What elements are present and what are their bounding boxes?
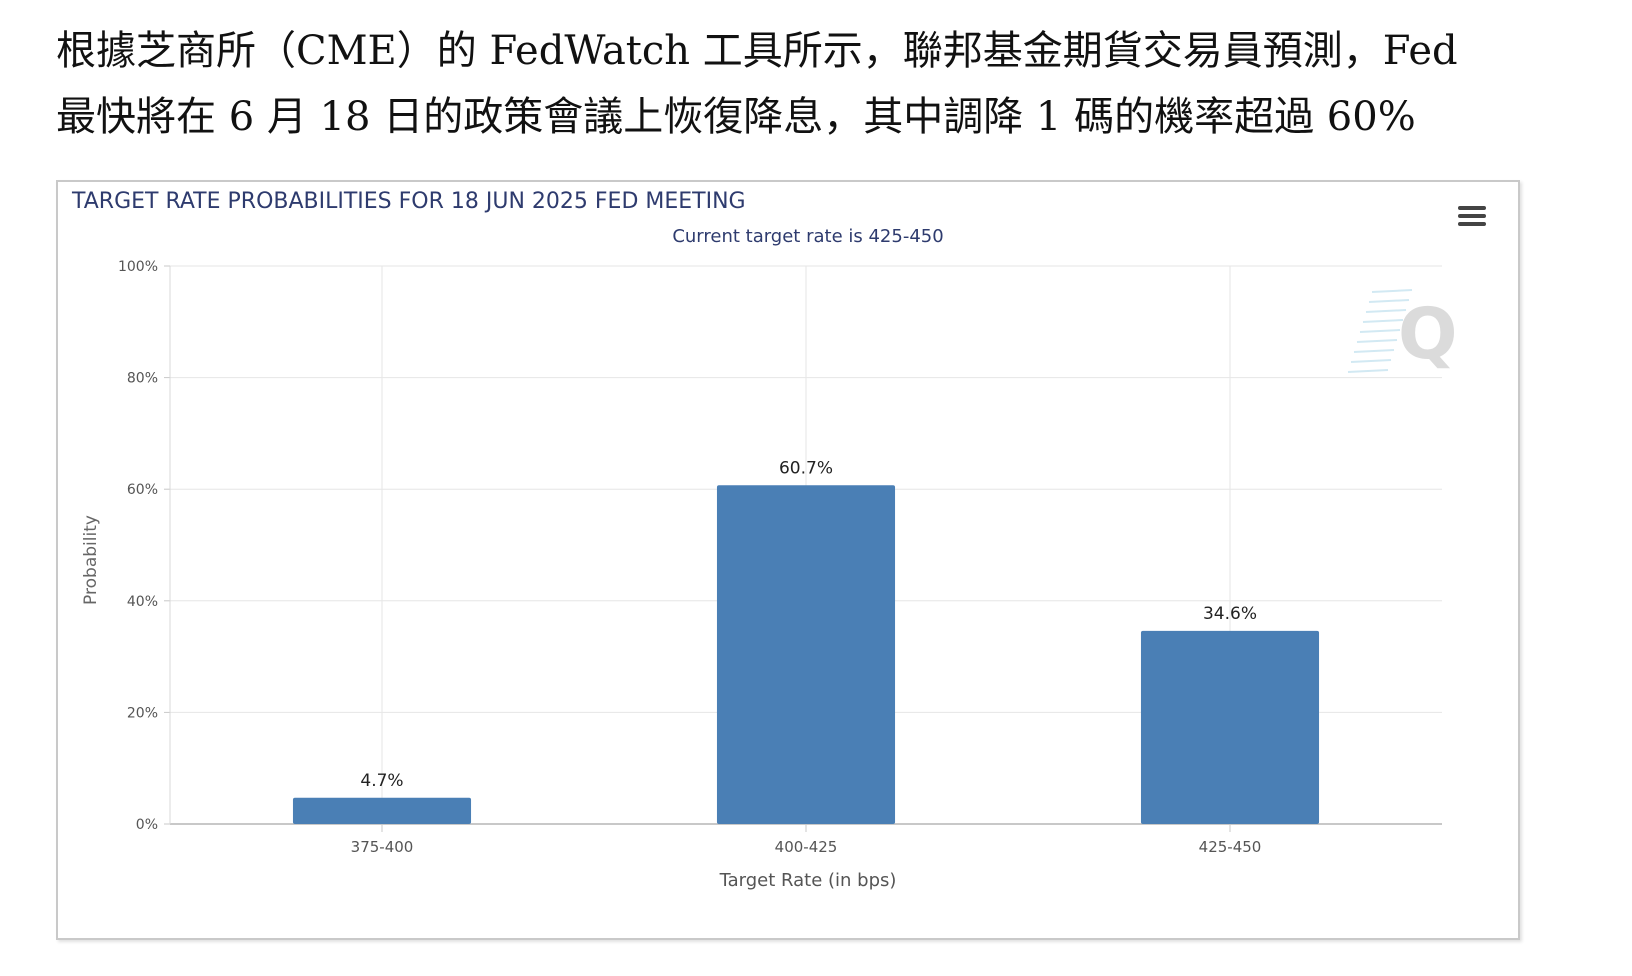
x-axis-ticks: 375-400 400-425 425-450 bbox=[351, 824, 1262, 856]
watermark-stroke bbox=[1356, 339, 1398, 343]
chart-title: TARGET RATE PROBABILITIES FOR 18 JUN 202… bbox=[71, 189, 746, 214]
watermark-stroke bbox=[1359, 329, 1401, 333]
headline-line-1: 根據芝商所（CME）的 FedWatch 工具所示，聯邦基金期貨交易員預測，Fe… bbox=[56, 28, 1458, 74]
bar-375-400 bbox=[292, 797, 472, 824]
watermark-stroke bbox=[1371, 289, 1413, 293]
y-tick-label: 20% bbox=[127, 705, 158, 721]
bar-400-425 bbox=[716, 485, 896, 824]
y-tick-label: 60% bbox=[127, 482, 158, 498]
q-logo-icon: Q bbox=[1347, 289, 1458, 375]
x-tick-label: 400-425 bbox=[775, 838, 838, 856]
data-label-425-450: 34.6% bbox=[1203, 604, 1257, 624]
menu-icon-bar bbox=[1458, 206, 1486, 210]
chart-container: TARGET RATE PROBABILITIES FOR 18 JUN 202… bbox=[56, 180, 1520, 940]
watermark-stroke bbox=[1368, 299, 1410, 303]
menu-icon-bar bbox=[1458, 222, 1486, 226]
watermark-stroke bbox=[1350, 359, 1392, 363]
x-axis-label: Target Rate (in bps) bbox=[719, 870, 897, 891]
watermark-stroke bbox=[1365, 309, 1407, 313]
y-tick-label: 0% bbox=[136, 817, 158, 833]
chart-subtitle: Current target rate is 425-450 bbox=[672, 226, 943, 247]
data-label-400-425: 60.7% bbox=[779, 458, 833, 478]
article-headline: 根據芝商所（CME）的 FedWatch 工具所示，聯邦基金期貨交易員預測，Fe… bbox=[56, 18, 1616, 150]
y-tick-label: 100% bbox=[118, 259, 158, 275]
bar-chart: TARGET RATE PROBABILITIES FOR 18 JUN 202… bbox=[71, 189, 1458, 891]
x-tick-label: 425-450 bbox=[1199, 838, 1262, 856]
watermark-letter: Q bbox=[1398, 293, 1458, 375]
watermark-stroke bbox=[1362, 319, 1404, 323]
y-tick-label: 80% bbox=[127, 371, 158, 387]
data-label-375-400: 4.7% bbox=[360, 771, 403, 791]
bars bbox=[292, 485, 1320, 824]
headline-line-2: 最快將在 6 月 18 日的政策會議上恢復降息，其中調降 1 碼的機率超過 60… bbox=[56, 94, 1416, 140]
y-axis-label: Probability bbox=[81, 515, 101, 605]
watermark-stroke bbox=[1353, 349, 1395, 353]
y-axis-ticks: 0% 20% 40% 60% 80% 100% bbox=[118, 259, 158, 833]
x-tick-label: 375-400 bbox=[351, 838, 414, 856]
bar-425-450 bbox=[1140, 630, 1320, 824]
data-labels: 4.7% 60.7% 34.6% bbox=[360, 458, 1257, 790]
watermark-stroke bbox=[1347, 369, 1389, 373]
chart-menu-icon[interactable] bbox=[1458, 206, 1486, 230]
menu-icon-bar bbox=[1458, 214, 1486, 218]
y-tick-label: 40% bbox=[127, 594, 158, 610]
